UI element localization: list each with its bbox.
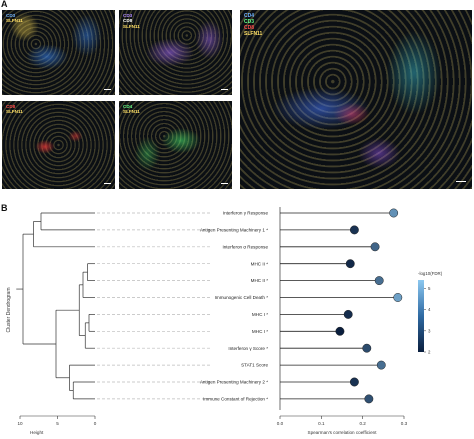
lollipop-xlabel: Spearman's correlation coefficient — [308, 430, 378, 435]
lollipop-point — [393, 293, 403, 302]
lollipop-point — [374, 276, 384, 286]
cluster-dendrogram — [16, 212, 95, 400]
micrograph-cd4-slfn11: CD4 SLFN11 — [119, 101, 232, 189]
pathway-label: Interferon α Response — [222, 244, 268, 249]
dendrogram-ticks: 10 5 0 — [17, 416, 97, 426]
channel-label: CD3 — [244, 19, 255, 25]
dendrogram-leaf-labels: Interferon γ Response Antigen Presenting … — [97, 211, 268, 402]
pathway-label: MHC II * — [251, 261, 269, 266]
channel-label: SLFN11 — [6, 18, 23, 24]
pathway-label: Interferon γ Score * — [228, 346, 268, 351]
dendrogram-xlabel: Height — [30, 430, 44, 435]
channel-label: CD4 — [123, 104, 133, 109]
tick-label: 0.1 — [318, 421, 325, 426]
channel-label: CD4 — [244, 13, 255, 19]
pathway-label: Immunogenic Cell Death * — [215, 295, 269, 300]
channel-label: CD8 — [244, 25, 255, 31]
channel-label: SLFN11 — [123, 23, 140, 29]
tick-label: 0.2 — [359, 421, 366, 426]
pathway-label: MHC II * — [251, 278, 269, 283]
colorbar — [418, 280, 424, 352]
scale-bar — [221, 89, 228, 90]
channel-label: CD3 — [123, 13, 133, 18]
lollipop-point — [364, 394, 374, 404]
channel-label: SLFN11 — [123, 109, 140, 115]
dendrogram-ylabel: Cluster Dendrogram — [6, 287, 12, 332]
tick-label: 0.3 — [401, 421, 408, 426]
lollipop-point — [349, 377, 359, 387]
colorbar-ticks: 5 4 3 2 — [424, 286, 431, 355]
channel-legend: CD4 SLFN11 — [123, 104, 140, 115]
tick-label: 2 — [428, 350, 431, 355]
channel-label: SLFN11 — [244, 31, 263, 37]
lollipop-point — [343, 309, 353, 319]
tick-label: 10 — [17, 421, 23, 426]
micrograph-merged: CD4 CD3 CD8 SLFN11 — [240, 10, 472, 189]
lollipop-point — [389, 208, 399, 218]
micrograph-cd3-cd8-slfn11: CD3 CD8 SLFN11 — [119, 10, 232, 95]
lollipop-ticks: 0.0 0.1 0.2 0.3 — [277, 416, 408, 426]
panel-b-figure: Cluster Dendrogram Interferon γ Response… — [6, 207, 443, 435]
tick-label: 3 — [428, 328, 431, 333]
panel-b-letter: B — [1, 203, 8, 213]
pathway-label: Antigen Presenting Machinery 2 * — [200, 380, 268, 385]
channel-label: CD3 — [6, 13, 16, 18]
tick-label: 5 — [56, 421, 59, 426]
pathway-label: Antigen Presenting Machinery 1 * — [200, 228, 268, 233]
lollipop-point — [345, 259, 355, 269]
micrograph-cd3-slfn11: CD3 SLFN11 — [2, 10, 115, 95]
scale-bar — [456, 181, 466, 182]
tick-label: 0.0 — [277, 421, 284, 426]
tick-label: 0 — [94, 421, 97, 426]
pathway-label: MHC I * — [252, 312, 268, 317]
panel-a-letter: A — [1, 0, 8, 9]
scale-bar — [104, 89, 111, 90]
channel-label: SLFN11 — [6, 109, 23, 115]
channel-legend: CD8 SLFN11 — [6, 104, 23, 115]
lollipop-point — [370, 242, 380, 252]
micrograph-cd8-slfn11: CD8 SLFN11 — [2, 101, 115, 189]
channel-label: CD8 — [6, 104, 16, 109]
tick-label: 4 — [428, 307, 431, 312]
lollipop-chart — [280, 208, 403, 404]
lollipop-point — [376, 360, 386, 370]
lollipop-point — [349, 225, 359, 235]
channel-legend: CD3 CD8 SLFN11 — [123, 13, 140, 29]
channel-legend: CD4 CD3 CD8 SLFN11 — [244, 13, 262, 37]
channel-legend: CD3 SLFN11 — [6, 13, 23, 24]
tick-label: 5 — [428, 286, 431, 291]
lollipop-point — [362, 343, 372, 353]
scale-bar — [221, 183, 228, 184]
scale-bar — [104, 183, 111, 184]
pathway-label: MHC I * — [252, 329, 268, 334]
pathway-label: Immune Constant of Rejection * — [203, 397, 268, 402]
colorbar-title: -log10(FDR) — [418, 271, 443, 276]
pathway-label: STAT1 Score — [241, 363, 268, 368]
pathway-label: Interferon γ Response — [223, 211, 269, 216]
lollipop-point — [335, 326, 345, 336]
channel-label: CD8 — [123, 18, 133, 24]
